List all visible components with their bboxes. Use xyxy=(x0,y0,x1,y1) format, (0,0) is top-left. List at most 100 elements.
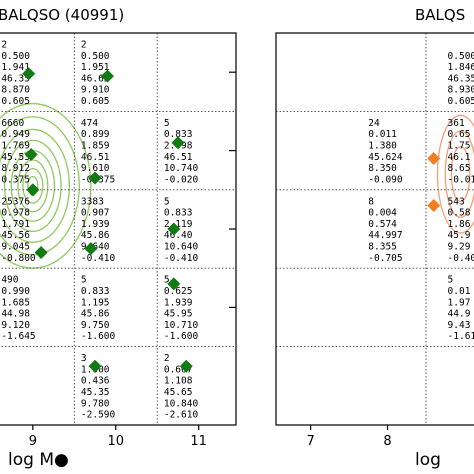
cell-stat-value: 45.35 xyxy=(81,387,110,398)
cell-stats-text: 5 0.01 1.97 44.9 9.43 -1.61 xyxy=(448,275,474,343)
contour-line xyxy=(22,167,44,204)
cell-stat-value: 490 xyxy=(1,275,18,286)
cell-stat-value: -1.600 xyxy=(81,331,116,342)
cell-stat-value: 1.75 xyxy=(448,140,471,151)
left-markers xyxy=(22,67,193,373)
cell-stat-value: -2.590 xyxy=(81,410,116,421)
cell-stat-value: 5 xyxy=(81,275,87,286)
cell-stat-value: 0.605 xyxy=(81,96,110,107)
left-panel-title: BALQSO (40991) xyxy=(0,6,124,24)
cell-stat-value: -0.410 xyxy=(164,253,199,264)
cell-stat-value: 5 xyxy=(164,275,170,286)
cell-stat-value: 45.86 xyxy=(81,309,110,320)
cell-stat-value: 5 xyxy=(164,118,170,129)
left-x-ticks: 9 10 11 xyxy=(29,425,207,449)
contour-line xyxy=(17,159,49,213)
cell-stat-value: 46.35 xyxy=(1,73,30,84)
cell-stat-value: 0.004 xyxy=(368,208,397,219)
cell-stat-value: 1.195 xyxy=(81,297,110,308)
cell-stat-value: 45.56 xyxy=(1,230,30,241)
cell-stat-value: -0.705 xyxy=(368,253,402,264)
cell-stats-text: 2 0.500 1.941 46.35 8.870 0.605 xyxy=(1,39,30,107)
cell-stat-value: 46.1 xyxy=(448,152,471,163)
cell-stat-value: 9.610 xyxy=(81,163,110,174)
cell-stats-text: 5 0.625 1.939 45.95 10.710 -1.600 xyxy=(164,275,199,343)
cell-stat-value: 5 xyxy=(448,275,454,286)
cell-stat-value: 44.997 xyxy=(368,230,402,241)
right-markers xyxy=(427,151,441,212)
left-panel: BALQSO (40991) 2 0.500 1.941 46.35 8.870 0.60… xyxy=(0,6,237,470)
cell-stat-value: -2.610 xyxy=(164,410,199,421)
cell-stat-value: 0.375 xyxy=(1,174,30,185)
cell-stat-value: 25376 xyxy=(1,196,30,207)
cell-stat-value: 9.780 xyxy=(81,398,110,409)
cell-stat-value: -0.01 xyxy=(448,174,474,185)
cell-stat-value: 0.625 xyxy=(164,286,193,297)
cell-stat-value: 0.899 xyxy=(81,129,110,140)
cell-stat-value: 8 xyxy=(368,196,374,207)
cell-stat-value: 1.380 xyxy=(368,140,397,151)
cell-stat-value: 9.120 xyxy=(1,320,30,331)
cell-stat-value: 0.833 xyxy=(164,129,193,140)
right-contours xyxy=(436,114,474,234)
cell-stat-value: 1.939 xyxy=(81,219,110,230)
cell-stats-text: 5 0.833 2.119 46.40 10.640 -0.410 xyxy=(164,196,199,264)
cell-stats-text: 543 0.58 1.86 45.9 9.29 -0.40 xyxy=(448,196,474,264)
contour-line xyxy=(0,128,70,243)
cell-stat-value: 9.43 xyxy=(448,320,471,331)
cell-stat-value: 9.29 xyxy=(448,241,471,252)
cell-stat-value: 45.624 xyxy=(368,152,403,163)
cell-stat-value: 45.86 xyxy=(81,230,110,241)
cell-stat-value: 0.01 xyxy=(448,286,471,297)
cell-stat-value: -0.090 xyxy=(368,174,403,185)
cell-stat-value: 44.98 xyxy=(1,309,30,320)
cell-stat-value: 0.949 xyxy=(1,129,30,140)
cell-stat-value: 44.9 xyxy=(448,309,471,320)
data-point xyxy=(26,183,40,197)
data-point xyxy=(100,69,114,83)
cell-stat-value: 0.58 xyxy=(448,208,471,219)
cell-stats-text: 0.500 1.846 46.35 8.930 0.605 xyxy=(448,51,474,107)
data-point xyxy=(179,359,193,373)
data-point xyxy=(34,246,48,260)
cell-stat-value: 0.990 xyxy=(1,286,30,297)
data-point xyxy=(171,136,185,150)
contour-line xyxy=(0,102,92,269)
cell-stat-value: 10.710 xyxy=(164,320,199,331)
cell-stat-value: 2 xyxy=(1,39,7,50)
cell-stat-value: 8.930 xyxy=(448,85,474,96)
cell-stat-value: 0.978 xyxy=(1,208,30,219)
data-point xyxy=(22,67,36,81)
cell-stat-value: 1.846 xyxy=(448,62,474,73)
data-point xyxy=(88,359,102,373)
right-x-axis-label: log xyxy=(415,450,441,470)
cell-stats-text: 6660 0.949 1.769 45.53 8.912 0.375 xyxy=(1,118,30,186)
cell-stat-value: 543 xyxy=(448,196,465,207)
cell-stat-value: 10.840 xyxy=(164,398,199,409)
cell-stat-value: 46.40 xyxy=(164,230,193,241)
cell-stat-value: 1.941 xyxy=(1,62,30,73)
data-point xyxy=(427,198,441,212)
data-point xyxy=(427,151,441,165)
cell-stat-value: 1.939 xyxy=(164,297,193,308)
contour-line xyxy=(444,130,474,218)
cell-stat-value: 0.605 xyxy=(1,96,30,107)
cell-stat-value: -0.40 xyxy=(448,253,474,264)
cell-stat-value: -0.800 xyxy=(1,253,36,264)
cell-stat-value: 46.65 xyxy=(81,73,110,84)
cell-stat-value: 46.35 xyxy=(448,73,474,84)
cell-stat-value: 8.870 xyxy=(1,85,30,96)
cell-stat-value: 0.833 xyxy=(164,208,193,219)
cell-stat-value: 0.436 xyxy=(81,376,110,387)
cell-stat-value: 361 xyxy=(448,118,465,129)
left-contours xyxy=(0,102,92,269)
cell-stat-value: 8.355 xyxy=(368,241,397,252)
cell-stat-value: 0.65 xyxy=(448,129,471,140)
cell-stat-value: 45.9 xyxy=(448,230,471,241)
